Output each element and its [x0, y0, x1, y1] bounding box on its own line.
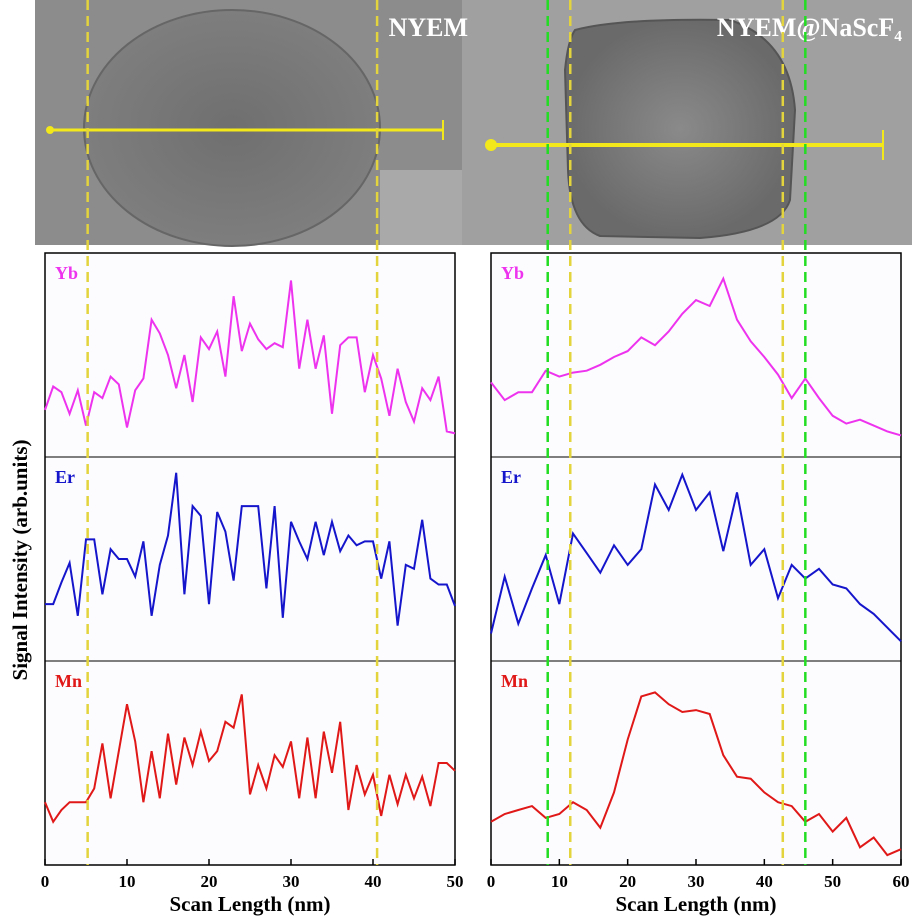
x-axis-label: Scan Length (nm)	[615, 892, 776, 916]
x-tick-label: 30	[283, 872, 300, 891]
series-label: Mn	[55, 671, 82, 691]
data-line	[490, 275, 902, 437]
plot-frame	[490, 252, 902, 866]
y-axis-label: Signal Intensity (arb.units)	[8, 440, 32, 681]
x-tick-label: 0	[41, 872, 50, 891]
x-tick-label: 60	[893, 872, 910, 891]
x-tick-label: 20	[201, 872, 218, 891]
chart-title: NYEM@NaScF₄	[717, 13, 902, 42]
x-tick-label: 40	[756, 872, 773, 891]
x-tick-label: 40	[365, 872, 382, 891]
x-tick-label: 50	[447, 872, 464, 891]
series-label: Er	[55, 467, 75, 487]
series-label: Yb	[55, 263, 78, 283]
tem-image-left	[35, 0, 462, 247]
data-line	[44, 280, 456, 435]
x-tick-label: 30	[688, 872, 705, 891]
data-line	[490, 691, 902, 857]
plot-frame	[44, 252, 456, 866]
x-axis-label: Scan Length (nm)	[169, 892, 330, 916]
chart-title: NYEM	[389, 13, 468, 42]
series-label: Er	[501, 467, 521, 487]
x-tick-label: 20	[619, 872, 636, 891]
x-tick-label: 10	[551, 872, 568, 891]
series-label: Yb	[501, 263, 524, 283]
x-tick-label: 10	[119, 872, 136, 891]
x-tick-label: 50	[824, 872, 841, 891]
tem-image-right	[462, 0, 912, 245]
data-line	[45, 472, 456, 626]
x-tick-label: 0	[487, 872, 496, 891]
data-line	[44, 694, 456, 824]
series-label: Mn	[501, 671, 528, 691]
data-line	[490, 471, 902, 643]
